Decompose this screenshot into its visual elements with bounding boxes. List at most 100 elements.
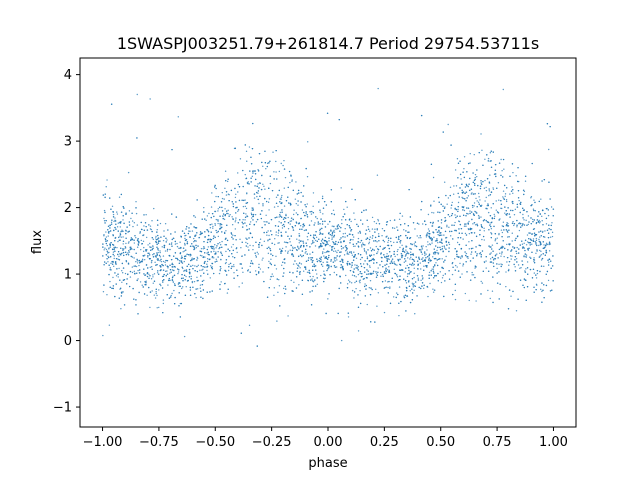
data-point	[373, 249, 375, 251]
data-point	[440, 238, 443, 240]
data-point	[207, 273, 209, 275]
data-point	[541, 215, 543, 218]
data-point	[308, 269, 310, 272]
data-point	[153, 294, 156, 296]
data-point	[481, 183, 483, 186]
data-point	[521, 207, 524, 210]
data-point	[528, 247, 530, 250]
data-point	[152, 276, 154, 278]
data-point	[439, 246, 441, 249]
data-point	[521, 264, 524, 266]
data-point	[278, 170, 281, 173]
data-point	[402, 247, 405, 250]
data-point	[541, 301, 543, 303]
data-point	[492, 203, 494, 205]
data-point	[243, 199, 245, 202]
data-point	[240, 263, 243, 265]
data-point	[232, 218, 234, 220]
data-point	[523, 286, 526, 289]
data-point	[114, 237, 117, 239]
data-point	[541, 180, 543, 182]
data-point	[178, 292, 180, 294]
data-point	[363, 285, 366, 288]
data-point	[513, 247, 516, 249]
data-point	[136, 246, 139, 248]
data-point	[343, 208, 345, 211]
data-point	[511, 255, 513, 257]
data-point	[369, 259, 371, 262]
data-point	[252, 215, 254, 218]
data-point	[257, 183, 259, 185]
data-point	[503, 184, 506, 187]
data-point	[233, 256, 236, 259]
data-point	[117, 273, 119, 275]
data-point	[111, 205, 114, 207]
data-point	[235, 201, 237, 203]
data-point	[538, 200, 540, 203]
data-point	[427, 244, 429, 246]
data-point	[203, 211, 205, 213]
data-point	[290, 279, 292, 282]
data-point	[465, 183, 468, 186]
data-point	[420, 209, 422, 211]
data-point	[450, 204, 453, 206]
data-point	[464, 192, 466, 194]
data-point	[289, 271, 291, 274]
data-point	[156, 254, 159, 256]
data-point	[521, 225, 523, 227]
data-point	[454, 214, 456, 216]
data-point	[453, 224, 455, 227]
data-point	[341, 265, 343, 268]
data-point	[387, 292, 389, 294]
data-point	[452, 266, 454, 268]
data-point	[385, 255, 388, 258]
data-point	[486, 178, 489, 180]
data-point	[431, 242, 433, 244]
data-point	[340, 264, 342, 266]
data-point	[428, 257, 430, 259]
data-point	[496, 242, 498, 245]
data-point	[145, 280, 147, 282]
data-point	[330, 265, 332, 268]
data-point	[442, 267, 444, 270]
data-point	[342, 261, 344, 263]
data-point	[210, 231, 212, 233]
data-point	[182, 247, 185, 249]
data-point	[151, 230, 153, 233]
data-point	[347, 253, 350, 255]
data-point	[529, 241, 532, 244]
data-point	[277, 291, 279, 293]
data-point	[497, 182, 500, 184]
data-point	[309, 275, 311, 278]
data-point	[428, 271, 431, 274]
data-point	[206, 260, 209, 263]
data-point	[352, 259, 355, 261]
data-point	[235, 212, 237, 214]
data-point	[106, 250, 109, 252]
data-point	[502, 246, 504, 248]
data-point	[320, 232, 322, 235]
data-point	[255, 241, 257, 244]
data-point	[434, 253, 436, 255]
data-point	[454, 208, 456, 210]
data-point	[459, 223, 462, 226]
data-point	[255, 256, 257, 258]
data-point	[280, 234, 283, 237]
data-point	[511, 222, 514, 224]
data-point	[228, 255, 230, 258]
data-point	[152, 254, 154, 256]
data-point	[529, 238, 532, 240]
data-point	[507, 225, 510, 227]
data-point	[449, 194, 451, 197]
data-point	[227, 213, 229, 215]
data-point	[143, 225, 145, 227]
data-point	[113, 257, 115, 260]
data-point	[440, 219, 443, 221]
data-point	[119, 226, 122, 228]
data-point	[190, 275, 192, 278]
data-point	[545, 207, 548, 210]
data-point	[513, 223, 516, 225]
data-point	[255, 254, 257, 257]
data-point	[429, 221, 432, 224]
data-point	[171, 269, 174, 271]
